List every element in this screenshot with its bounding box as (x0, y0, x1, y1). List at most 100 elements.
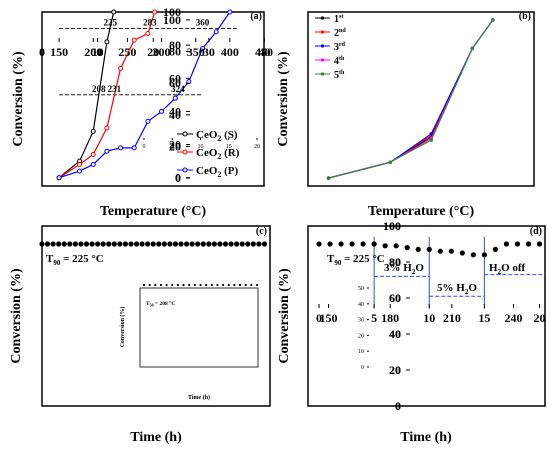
data-point (78, 241, 84, 247)
x-tick-label: 150 (50, 45, 68, 59)
data-point (83, 241, 90, 247)
panel-d-ylabel: Conversion (%) (277, 268, 292, 364)
data-point (429, 138, 433, 142)
data-point (326, 176, 331, 180)
data-point (382, 243, 388, 249)
data-point (104, 148, 110, 154)
series-line (328, 19, 494, 179)
data-point (234, 241, 240, 247)
x-tick-label: 0 (316, 311, 322, 325)
data-point (44, 241, 51, 247)
data-point (492, 246, 498, 252)
data-point (39, 241, 45, 247)
y-tick-label: 40 (389, 327, 401, 341)
panel-c-marks (39, 241, 268, 247)
series-line (58, 11, 156, 179)
x-tick-label: 300 (153, 45, 171, 59)
data-point (106, 241, 112, 247)
data-point (415, 246, 421, 252)
y-tick-label: 20 (169, 138, 181, 152)
inset-data-point (244, 283, 247, 287)
y-tick-label: 60 (389, 291, 401, 305)
data-point (77, 168, 83, 174)
data-point (117, 241, 123, 247)
x-tick-label: 40 (258, 45, 270, 59)
x-tick-label: 200 (84, 45, 102, 59)
legend-a-3: CeO2 (P) (196, 165, 239, 179)
inset-data-point (210, 283, 213, 287)
y-tick-label: 60 (169, 71, 181, 85)
data-point (118, 65, 124, 71)
data-point (161, 241, 167, 247)
inset-data-point (154, 283, 157, 287)
inset-data-point (182, 283, 185, 287)
data-point (139, 241, 145, 247)
data-point (104, 125, 110, 131)
data-point (67, 241, 73, 247)
panel-b-xlabel: Temperature (°C) (368, 204, 475, 219)
data-point (503, 241, 510, 247)
inset-data-point (199, 283, 202, 287)
data-point (189, 241, 195, 247)
data-point (256, 241, 262, 247)
region-label-3pct: 3% H2O (384, 262, 424, 276)
legend-b-5: 5th (334, 70, 345, 81)
legend-a-1: CeO2 (S) (196, 129, 238, 143)
inset-data-point (238, 283, 242, 287)
data-point (56, 175, 62, 181)
x-tick-label: 400 (221, 45, 239, 59)
data-point (89, 241, 95, 247)
panel-a-ylabel: Conversion (%) (11, 51, 26, 147)
inset-data-point (222, 283, 225, 287)
data-point (77, 161, 83, 167)
inset-marks (142, 283, 259, 287)
inset-t50: T50 = 208 °C (146, 300, 175, 308)
inset-data-point (148, 283, 151, 287)
legend-b-2: 2nd (334, 28, 346, 39)
y-tick-label: 60 (389, 291, 401, 305)
region-label-off: H2O off (489, 262, 526, 276)
data-point (200, 45, 206, 51)
x-tick-label: 20 (254, 144, 260, 150)
inset-data-point (188, 283, 191, 287)
y-tick-label: 100 (163, 5, 181, 19)
panel-b-label: (b) (519, 11, 531, 22)
y-tick-label: 80 (389, 255, 401, 269)
data-point (145, 31, 151, 37)
region-label-5pct: 5% H2O (437, 282, 477, 296)
inset-data-point (227, 283, 230, 287)
series-line (328, 19, 494, 179)
x-tick-label: 10 (92, 45, 104, 59)
x-tick-label: 30 (203, 45, 215, 59)
panel-c-frame (41, 225, 271, 407)
data-point (118, 145, 124, 151)
y-tick-label: 80 (389, 255, 401, 269)
y-tick-label: 0 (175, 171, 181, 185)
data-point (206, 241, 212, 247)
data-point (316, 241, 322, 247)
annotation-label: 231 (108, 84, 122, 94)
data-point (250, 241, 256, 247)
annotation-label: 283 (143, 18, 157, 28)
panel-c-label: (c) (256, 226, 267, 237)
panel-d-xlabel: Time (h) (400, 430, 452, 445)
data-point (167, 241, 173, 247)
data-point (150, 241, 156, 247)
x-tick-label: 210 (443, 311, 461, 325)
data-point (111, 9, 117, 15)
inset-data-point (176, 283, 179, 287)
panel-b-ylabel: Conversion (%) (276, 51, 291, 147)
data-point (104, 39, 110, 45)
data-point (525, 241, 532, 247)
panel-d-t90: T90 = 225 °C (327, 253, 385, 267)
panel-b-marks (326, 18, 495, 180)
inset-data-point (205, 283, 208, 287)
panel-c-xlabel: Time (h) (130, 430, 182, 445)
x-tick-label: 15 (226, 144, 232, 150)
inset-ylabel: Conversion (%) (119, 307, 126, 348)
x-tick-label: 250 (118, 45, 136, 59)
